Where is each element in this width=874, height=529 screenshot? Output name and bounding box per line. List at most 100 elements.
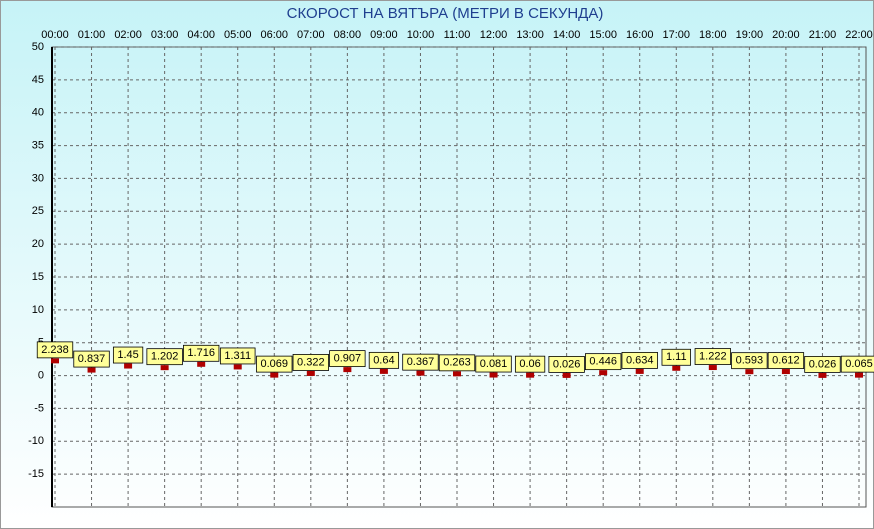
value-label: 0.026 <box>553 358 581 370</box>
y-tick-label: -15 <box>28 468 44 480</box>
x-tick-label: 19:00 <box>736 29 764 41</box>
value-label-box <box>475 355 512 373</box>
value-label: 0.069 <box>261 358 289 370</box>
value-label: 0.081 <box>480 358 508 370</box>
x-tick-label: 17:00 <box>663 29 691 41</box>
y-tick-label: 0 <box>38 369 44 381</box>
y-tick-label: 25 <box>32 205 44 217</box>
x-tick-label: 16:00 <box>626 29 654 41</box>
value-label: 0.837 <box>78 353 106 365</box>
data-point <box>453 371 461 377</box>
y-tick-label: 40 <box>32 107 44 119</box>
data-point <box>781 369 790 375</box>
x-tick-label: 10:00 <box>407 29 435 41</box>
x-tick-label: 00:00 <box>41 29 69 41</box>
value-label-box <box>402 353 439 371</box>
value-label-box <box>292 354 329 371</box>
value-label: 2.238 <box>41 344 69 356</box>
value-label-box <box>256 355 293 373</box>
data-point <box>270 372 279 378</box>
value-label-box <box>219 347 256 365</box>
x-tick-label: 01:00 <box>78 29 106 41</box>
data-point <box>124 363 133 369</box>
value-label: 1.222 <box>699 350 727 362</box>
value-label-box <box>694 348 731 365</box>
data-point <box>745 369 754 375</box>
x-tick-label: 06:00 <box>261 29 289 41</box>
value-label: 0.907 <box>334 353 362 365</box>
data-point <box>672 365 681 371</box>
x-tick-label: 21:00 <box>809 29 837 41</box>
value-label-box <box>585 353 622 371</box>
value-label: 0.612 <box>772 354 800 366</box>
data-point <box>855 372 863 378</box>
value-label-box <box>767 352 805 369</box>
x-tick-label: 12:00 <box>480 29 508 41</box>
value-label: 1.202 <box>151 351 179 363</box>
data-point <box>160 365 169 371</box>
data-point <box>818 372 827 378</box>
data-point <box>51 358 59 364</box>
value-label-box <box>329 350 366 368</box>
value-label: 0.64 <box>373 354 394 366</box>
x-tick-label: 14:00 <box>553 29 581 41</box>
data-point <box>306 370 315 376</box>
value-label: 1.11 <box>666 351 687 363</box>
x-tick-label: 13:00 <box>516 29 544 41</box>
value-label: 1.45 <box>117 349 138 361</box>
data-point <box>416 370 425 376</box>
data-point <box>379 368 388 374</box>
value-label-box <box>548 356 585 373</box>
value-label: 0.367 <box>407 356 435 368</box>
value-label-box <box>183 344 220 362</box>
value-label: 0.263 <box>443 357 471 369</box>
y-tick-label: 35 <box>32 139 44 151</box>
value-label-box <box>36 341 74 359</box>
value-label-box <box>146 348 183 366</box>
value-label-box <box>804 356 841 373</box>
y-tick-label: 30 <box>32 172 44 184</box>
data-point <box>526 372 535 378</box>
value-label-box <box>112 346 144 364</box>
value-label: 0.06 <box>519 358 540 370</box>
x-tick-label: 04:00 <box>187 29 215 41</box>
value-label-box <box>731 352 768 370</box>
data-point <box>708 365 717 371</box>
value-label: 1.716 <box>187 347 215 359</box>
x-tick-label: 03:00 <box>151 29 179 41</box>
value-label: 0.322 <box>297 356 325 368</box>
y-tick-label: 15 <box>32 271 44 283</box>
value-label: 0.593 <box>736 355 764 367</box>
data-point <box>233 364 242 370</box>
y-tick-label: 45 <box>32 74 44 86</box>
data-point <box>343 367 352 373</box>
value-label: 0.634 <box>626 354 654 366</box>
x-tick-label: 09:00 <box>370 29 398 41</box>
data-point <box>87 367 96 373</box>
data-point <box>599 370 608 376</box>
x-tick-label: 11:00 <box>444 29 471 41</box>
value-label: 0.026 <box>809 358 837 370</box>
x-tick-label: 20:00 <box>772 29 800 41</box>
data-point <box>197 361 206 367</box>
data-point <box>635 368 644 374</box>
x-tick-label: 05:00 <box>224 29 252 41</box>
x-tick-label: 15:00 <box>589 29 617 41</box>
x-tick-label: 07:00 <box>297 29 325 41</box>
x-tick-label: 22:00 <box>845 29 873 41</box>
value-label-box <box>840 355 874 373</box>
value-label: 0.446 <box>589 356 617 368</box>
y-tick-label: -10 <box>28 435 44 447</box>
x-tick-label: 08:00 <box>334 29 362 41</box>
y-tick-label: -5 <box>34 402 44 414</box>
value-label-box <box>368 351 400 369</box>
data-point <box>489 372 498 378</box>
value-label: 0.065 <box>845 358 873 370</box>
data-point <box>562 372 571 378</box>
x-tick-label: 02:00 <box>114 29 142 41</box>
x-tick-label: 18:00 <box>699 29 727 41</box>
value-label-box <box>661 348 691 366</box>
y-tick-label: 20 <box>32 238 44 250</box>
